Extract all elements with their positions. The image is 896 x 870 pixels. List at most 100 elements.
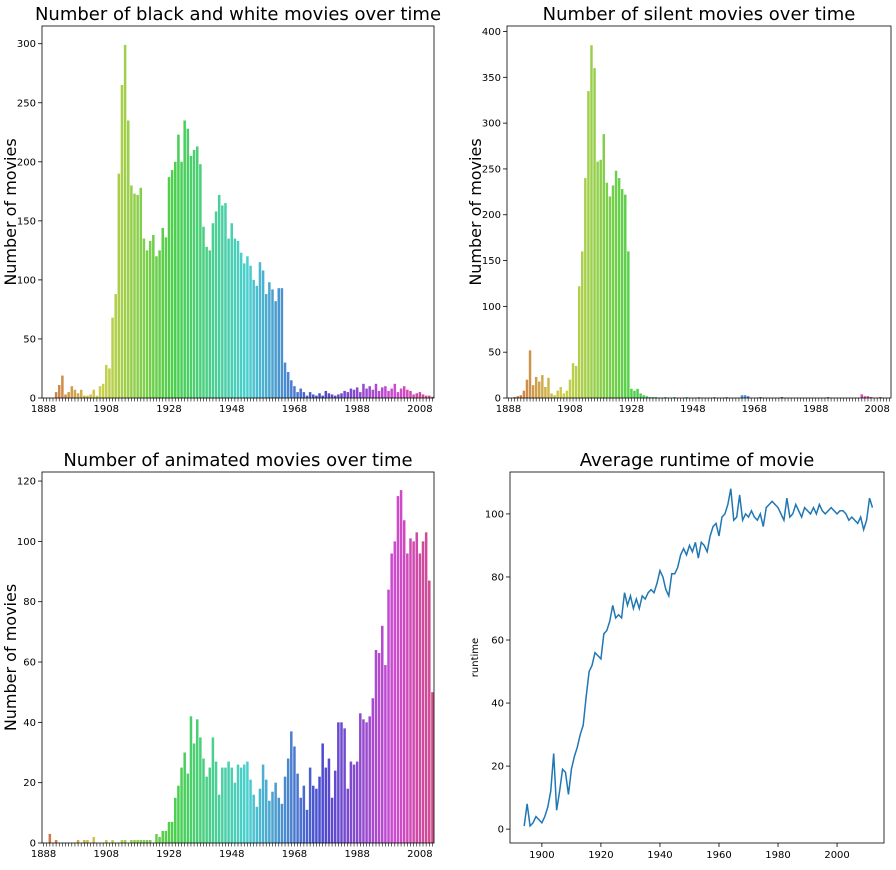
y-tick-label: 150 xyxy=(17,216,36,227)
bar xyxy=(387,390,390,398)
bar xyxy=(283,362,287,398)
y-tick-label: 100 xyxy=(17,537,36,548)
bar xyxy=(183,752,186,843)
bar xyxy=(421,541,425,843)
bar xyxy=(133,193,136,398)
x-tick-label: 1980 xyxy=(765,850,790,861)
bar xyxy=(64,394,67,398)
bar xyxy=(280,288,284,398)
bar xyxy=(177,134,180,398)
bar xyxy=(381,625,384,843)
bar xyxy=(61,375,64,398)
bar xyxy=(340,393,343,398)
bar xyxy=(431,692,434,843)
bar xyxy=(255,806,259,843)
bar xyxy=(249,779,252,843)
bar xyxy=(274,301,277,398)
y-tick-label: 150 xyxy=(482,256,501,267)
bar xyxy=(186,773,190,843)
bar xyxy=(406,553,409,843)
bar xyxy=(308,767,312,843)
bar xyxy=(105,364,108,398)
bar xyxy=(390,553,393,843)
bar xyxy=(186,128,190,398)
bar xyxy=(531,385,535,398)
bar xyxy=(174,161,177,398)
bar xyxy=(743,395,747,398)
x-tick-label: 1948 xyxy=(219,849,244,860)
bar xyxy=(211,737,215,843)
y-tick-label: 50 xyxy=(488,348,501,359)
bar xyxy=(415,532,419,843)
bar xyxy=(424,395,428,398)
bar xyxy=(431,396,434,398)
bar xyxy=(111,317,114,398)
bar xyxy=(343,728,346,843)
bar xyxy=(374,383,378,398)
bar xyxy=(352,389,356,398)
y-tick-label: 40 xyxy=(491,699,504,710)
bar xyxy=(547,377,550,398)
bar xyxy=(57,385,61,398)
bar xyxy=(581,251,584,398)
bar xyxy=(79,389,83,398)
bar xyxy=(387,589,390,843)
bar xyxy=(158,836,161,843)
bar xyxy=(620,189,624,398)
bar xyxy=(330,394,334,398)
y-tick-label: 0 xyxy=(30,839,36,850)
bar xyxy=(277,797,281,843)
bar xyxy=(550,393,553,398)
bar xyxy=(593,68,596,399)
bar xyxy=(152,235,155,398)
bar xyxy=(409,538,412,843)
bar xyxy=(161,227,164,398)
bar xyxy=(428,395,431,398)
bar xyxy=(70,386,74,398)
bar xyxy=(355,387,359,398)
bar xyxy=(261,270,265,398)
bar xyxy=(108,368,111,398)
y-tick-label: 200 xyxy=(482,210,501,221)
y-tick-label: 300 xyxy=(482,119,501,130)
bar xyxy=(290,380,293,398)
bar xyxy=(92,836,95,843)
bar xyxy=(402,386,406,398)
bar xyxy=(639,393,642,398)
bar xyxy=(393,541,397,843)
bar xyxy=(177,785,180,843)
bar xyxy=(246,256,249,398)
bar xyxy=(86,395,89,398)
bar xyxy=(130,185,133,398)
bar xyxy=(362,719,365,843)
bar xyxy=(161,830,164,843)
bar xyxy=(299,797,302,843)
bar xyxy=(418,392,422,398)
bar xyxy=(296,392,299,398)
bar xyxy=(368,386,371,398)
y-tick-label: 0 xyxy=(30,394,36,405)
bar xyxy=(211,223,215,398)
x-tick-label: 1968 xyxy=(742,404,767,415)
bar xyxy=(390,388,393,398)
bar xyxy=(264,294,268,398)
bar xyxy=(365,388,368,398)
x-tick-label: 1908 xyxy=(94,404,119,415)
bar xyxy=(83,395,86,398)
x-tick-label: 1948 xyxy=(680,404,705,415)
bar xyxy=(516,396,519,398)
bar xyxy=(393,383,397,398)
bar xyxy=(221,767,224,843)
bar xyxy=(142,839,146,843)
y-tick-label: 300 xyxy=(17,39,36,50)
chart-title: Number of silent movies over time xyxy=(543,4,856,25)
bar xyxy=(599,159,602,398)
y-axis-label: Number of movies xyxy=(466,138,485,285)
bar xyxy=(255,285,259,398)
bar xyxy=(863,396,867,398)
y-tick-label: 0 xyxy=(498,825,504,836)
bar xyxy=(83,839,86,843)
bar xyxy=(142,238,146,398)
bar xyxy=(136,839,139,843)
bar xyxy=(167,177,171,398)
